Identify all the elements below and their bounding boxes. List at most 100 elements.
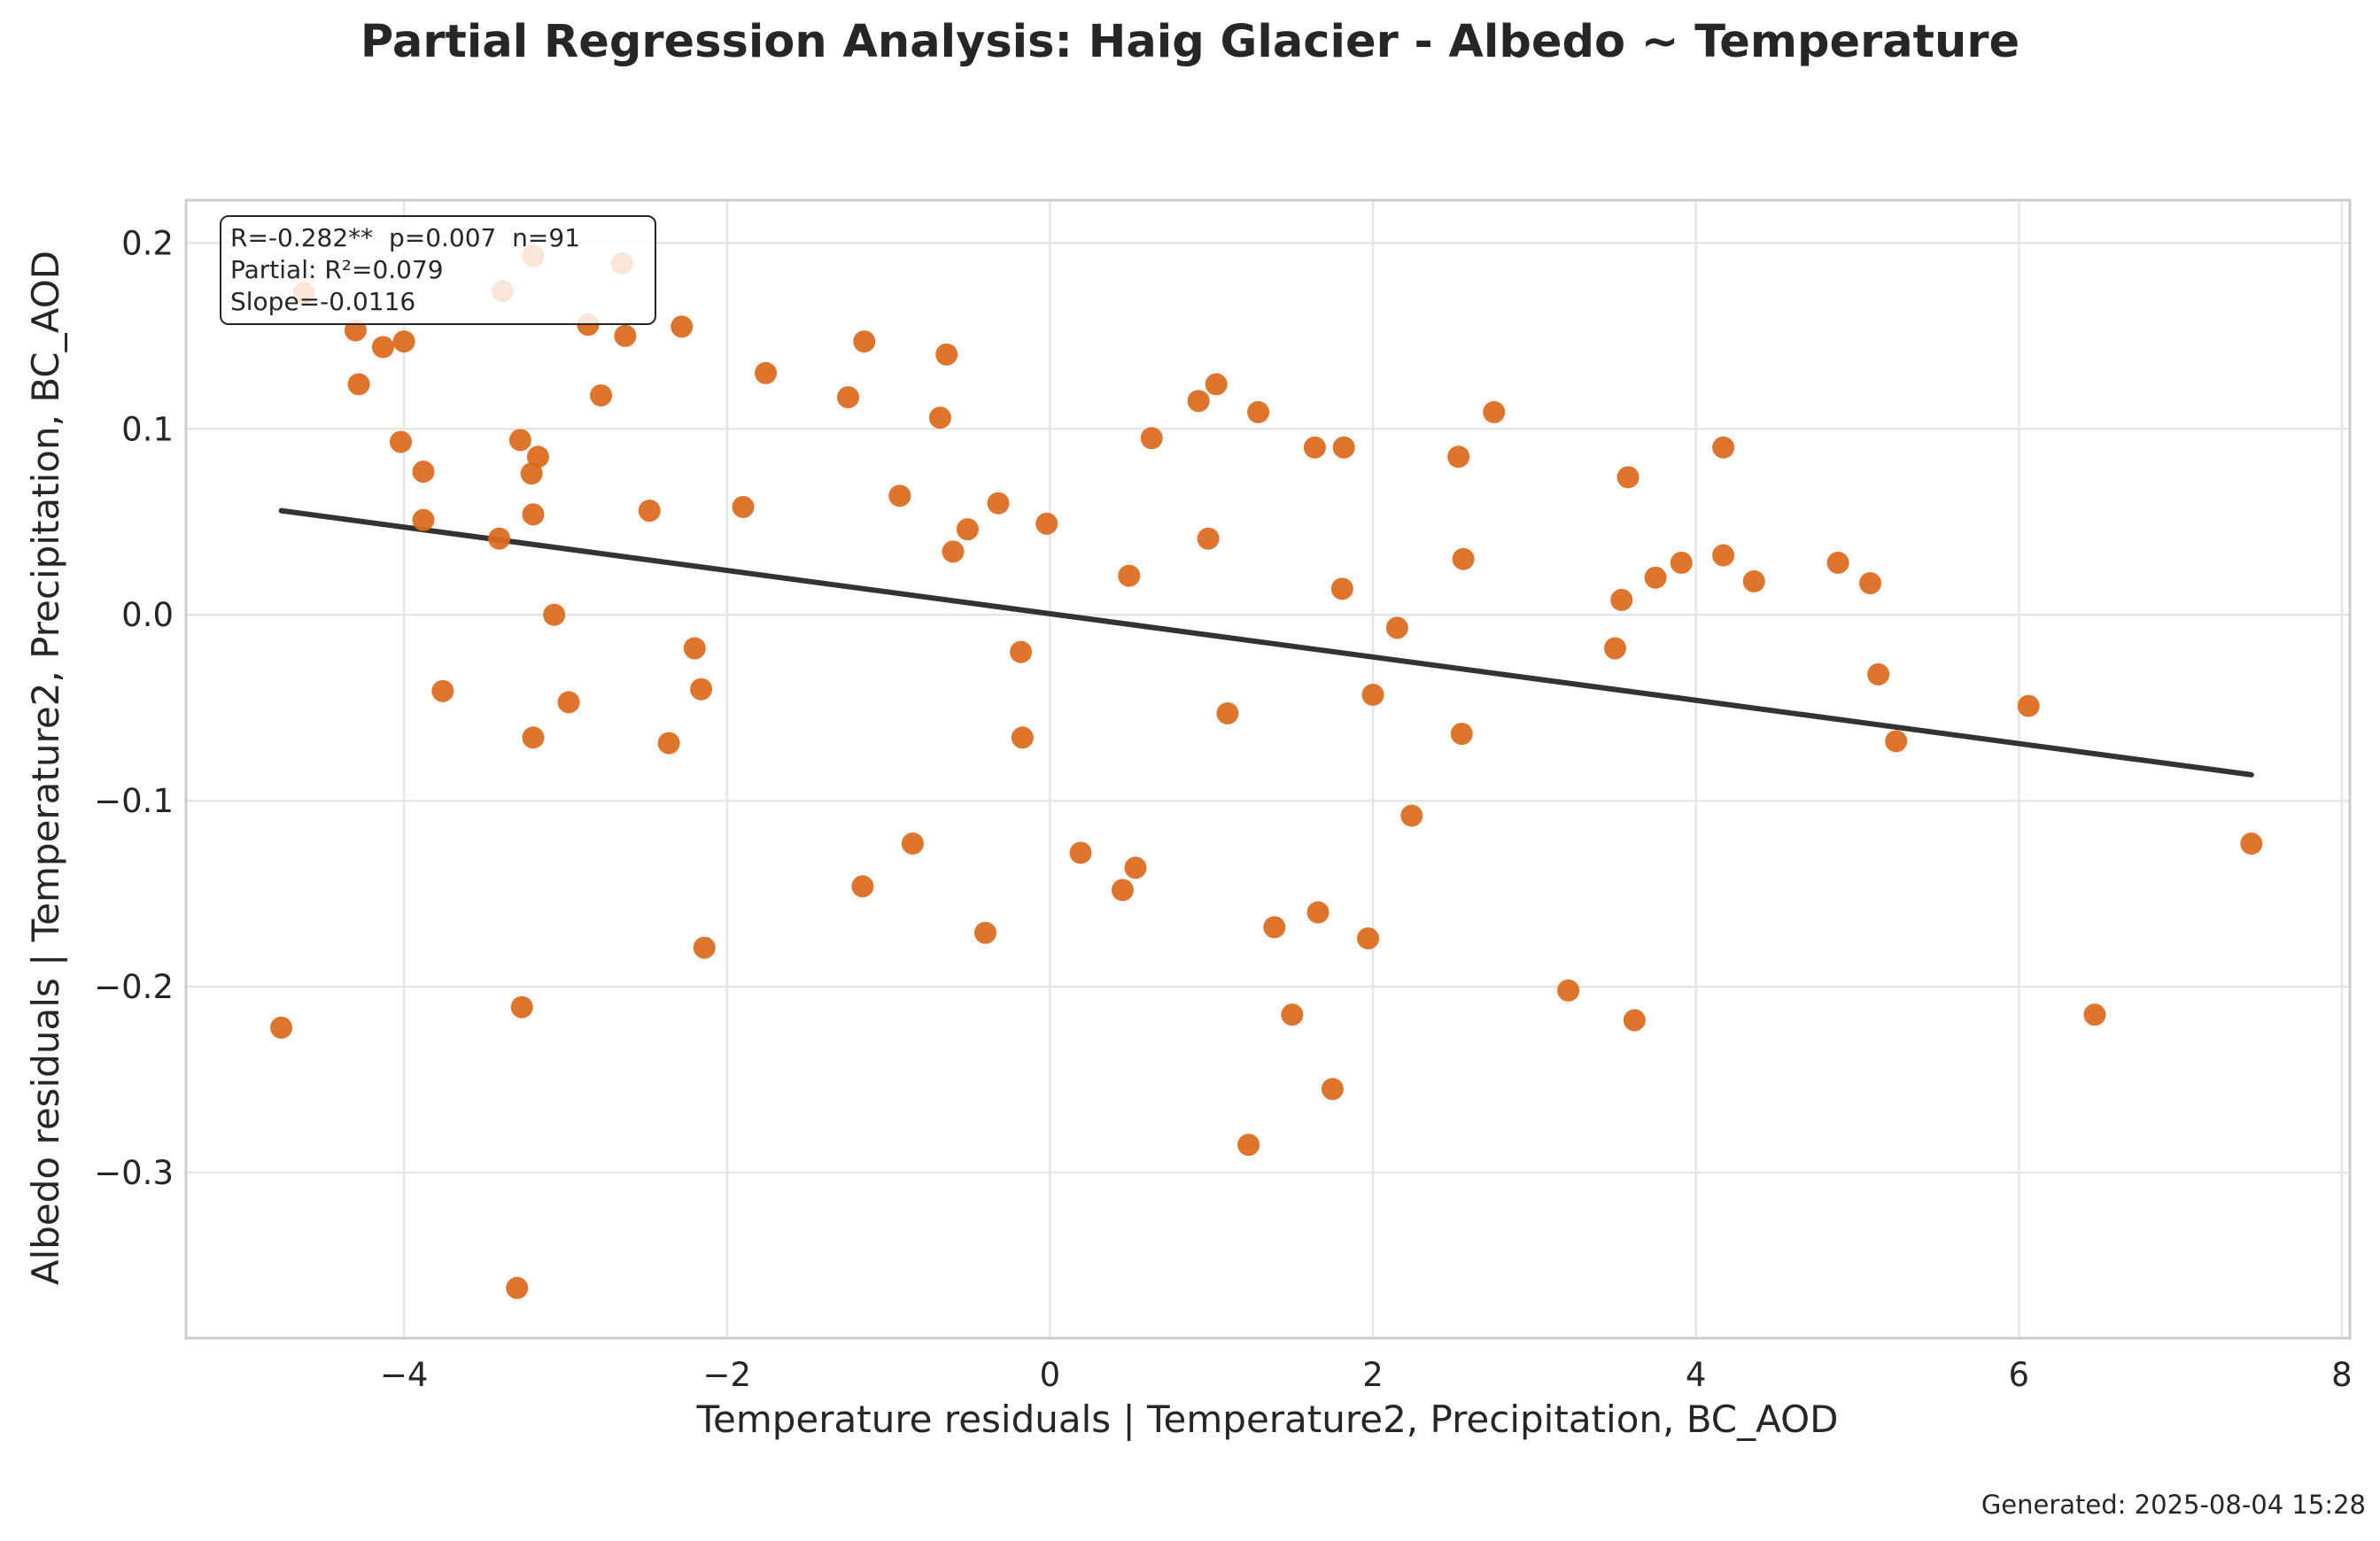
data-point (1385, 616, 1408, 639)
data-point (1303, 436, 1326, 459)
regression-line-layer (278, 507, 2254, 778)
generated-timestamp: Generated: 2025-08-04 15:28 (1981, 1490, 2366, 1520)
data-point (1197, 527, 1220, 550)
data-point (1263, 916, 1286, 939)
data-point (935, 343, 958, 366)
data-point (1010, 640, 1033, 663)
data-point (522, 726, 545, 749)
data-point (1332, 436, 1355, 459)
data-point (956, 518, 979, 541)
data-point (2083, 1003, 2106, 1026)
data-point (508, 429, 531, 452)
x-tick-labels: −4 −2 0 2 4 6 8 (380, 1356, 2353, 1394)
x-axis-label: Temperature residuals | Temperature2, Pr… (695, 1398, 1838, 1441)
data-point (1400, 804, 1423, 827)
data-point (755, 361, 778, 384)
data-point (371, 336, 394, 359)
data-point (1603, 637, 1626, 660)
data-points (270, 244, 2263, 1299)
data-point (1885, 730, 1908, 753)
data-point (488, 527, 511, 550)
data-point (412, 461, 435, 484)
data-point (2017, 694, 2040, 717)
data-point (412, 508, 435, 531)
data-point (2240, 832, 2263, 855)
data-point (1450, 723, 1473, 746)
y-tick-label: −0.1 (94, 782, 174, 820)
data-point (1011, 726, 1034, 749)
y-tick-label: −0.2 (94, 968, 174, 1006)
stats-annotation-box: R=-0.282** p=0.007 n=91 Partial: R²=0.07… (220, 215, 656, 325)
data-point (1187, 390, 1210, 413)
y-tick-label: 0.1 (121, 410, 174, 448)
data-point (1670, 551, 1693, 574)
data-point (1069, 841, 1092, 864)
data-point (1330, 577, 1353, 600)
x-tick-label: 8 (2331, 1356, 2353, 1394)
data-point (683, 637, 706, 660)
data-point (1826, 551, 1849, 574)
data-point (1118, 564, 1141, 587)
x-tick-label: 6 (2008, 1356, 2029, 1394)
y-axis-label: Albedo residuals | Temperature2, Precipi… (24, 251, 67, 1285)
y-tick-label: 0.0 (121, 596, 174, 634)
data-point (1237, 1134, 1260, 1157)
x-tick-label: 4 (1686, 1356, 1707, 1394)
plot-frame (184, 198, 2352, 1340)
data-point (1035, 512, 1058, 535)
data-point (1644, 566, 1667, 589)
data-point (522, 503, 545, 526)
data-point (851, 875, 874, 898)
data-point (1205, 373, 1228, 396)
data-point (732, 495, 755, 518)
data-point (1124, 856, 1147, 879)
data-point (1610, 588, 1633, 611)
data-point (693, 936, 716, 959)
data-point (973, 921, 996, 944)
x-tick-label: 2 (1362, 1356, 1384, 1394)
grid-lines (186, 200, 2350, 1338)
y-tick-labels: −0.3 −0.2 −0.1 0.0 0.1 0.2 (94, 224, 174, 1192)
data-point (270, 1016, 293, 1039)
data-point (853, 330, 876, 353)
data-point (590, 383, 613, 407)
data-point (690, 678, 713, 701)
data-point (506, 1276, 529, 1299)
stats-partial-r2: Partial: R²=0.079 (230, 255, 444, 284)
data-point (928, 407, 951, 430)
data-point (1281, 1003, 1304, 1026)
data-point (557, 691, 580, 714)
data-point (671, 315, 694, 338)
data-point (888, 484, 911, 507)
data-point (1216, 702, 1239, 725)
data-point (1361, 684, 1384, 707)
data-point (1712, 544, 1735, 567)
data-point (347, 373, 370, 396)
data-point (1447, 445, 1470, 468)
data-point (543, 603, 566, 626)
x-tick-label: −2 (702, 1356, 751, 1394)
data-point (1357, 927, 1380, 950)
data-point (1306, 901, 1330, 924)
stats-slope: Slope=-0.0116 (230, 287, 416, 316)
data-point (392, 330, 415, 353)
data-point (520, 462, 543, 485)
data-point (1247, 400, 1270, 423)
data-point (1742, 569, 1765, 592)
stats-correlation: R=-0.282** p=0.007 n=91 (230, 223, 581, 252)
x-tick-label: 0 (1040, 1356, 1061, 1394)
data-point (614, 324, 637, 347)
data-point (1616, 466, 1640, 489)
data-point (942, 540, 965, 563)
data-point (1140, 427, 1163, 450)
data-point (1483, 400, 1506, 423)
data-point (1712, 436, 1735, 459)
data-point (1867, 662, 1890, 685)
data-point (1111, 879, 1134, 902)
data-point (638, 499, 661, 523)
y-tick-label: 0.2 (121, 224, 174, 262)
data-point (836, 386, 859, 409)
data-point (1859, 572, 1882, 595)
x-tick-label: −4 (380, 1356, 429, 1394)
